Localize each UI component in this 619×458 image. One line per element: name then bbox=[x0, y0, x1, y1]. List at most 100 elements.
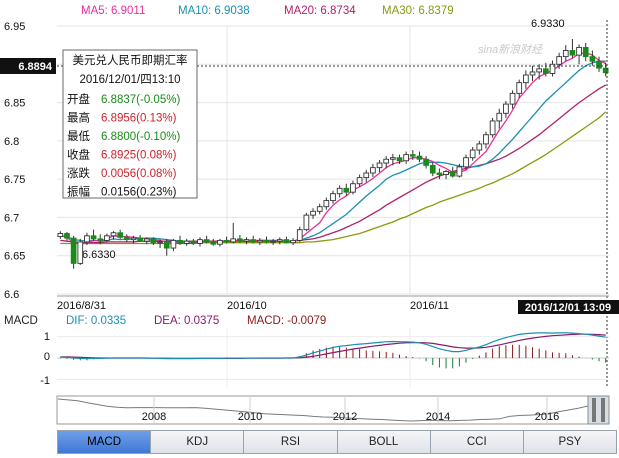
candle-body bbox=[602, 67, 609, 74]
candle-body bbox=[363, 172, 370, 179]
candle bbox=[263, 236, 270, 244]
price-y-tick: 6.7 bbox=[4, 212, 19, 224]
candle bbox=[157, 239, 163, 249]
candle bbox=[223, 236, 230, 244]
navigator-right-grip[interactable] bbox=[601, 398, 605, 422]
candle-body bbox=[343, 187, 350, 193]
candle-body bbox=[110, 232, 117, 237]
candle bbox=[350, 180, 356, 195]
candle bbox=[77, 238, 84, 265]
candle bbox=[562, 45, 569, 62]
candle bbox=[84, 232, 90, 245]
current-price-tag bbox=[0, 58, 56, 74]
candle-body bbox=[390, 157, 396, 160]
candle-body bbox=[576, 46, 582, 56]
tab-rsi[interactable]: RSI bbox=[244, 431, 338, 453]
tab-macd[interactable]: MACD bbox=[58, 431, 152, 453]
dif-legend: DIF: 0.0335 bbox=[66, 315, 126, 327]
navigator-history-line bbox=[57, 398, 589, 422]
candle-body bbox=[150, 238, 157, 244]
dif-line bbox=[60, 332, 606, 360]
candle-body bbox=[503, 103, 509, 114]
candle-body bbox=[90, 235, 97, 240]
candle-body bbox=[436, 172, 443, 175]
tab-cci[interactable]: CCI bbox=[430, 431, 524, 453]
navigator-range-handle[interactable] bbox=[587, 395, 610, 425]
candle-body bbox=[476, 143, 483, 151]
info-row-value: 0.0056(0.08%) bbox=[101, 168, 177, 180]
price-y-tick: 6.65 bbox=[4, 251, 25, 263]
navigator-x-axis: 2008 2010 2012 2014 2016 bbox=[142, 396, 559, 424]
candle bbox=[403, 151, 410, 164]
candle bbox=[210, 238, 217, 246]
candle bbox=[336, 185, 343, 198]
tab-psy[interactable]: PSY bbox=[523, 431, 617, 453]
candle bbox=[57, 231, 64, 239]
candle-body bbox=[356, 177, 363, 185]
cursor-date-tag bbox=[518, 300, 619, 314]
candle-body bbox=[223, 239, 230, 243]
candle bbox=[589, 50, 596, 66]
candle-body bbox=[263, 239, 270, 243]
candle-body bbox=[177, 239, 183, 244]
navigator-year-label: 2016 bbox=[535, 411, 559, 423]
candle-body bbox=[330, 193, 336, 202]
candle-body bbox=[416, 155, 423, 160]
candle bbox=[123, 234, 130, 242]
candle bbox=[343, 183, 350, 196]
candle bbox=[536, 64, 543, 80]
candle-body bbox=[130, 237, 137, 241]
tab-kdj[interactable]: KDJ bbox=[151, 431, 245, 453]
tab-boll[interactable]: BOLL bbox=[337, 431, 431, 453]
candle-body bbox=[423, 158, 429, 166]
info-row-label: 收盘 bbox=[67, 148, 90, 162]
ma30-legend: MA30: 6.8379 bbox=[382, 5, 454, 17]
candle bbox=[396, 154, 403, 164]
candle bbox=[542, 62, 549, 77]
candle bbox=[170, 238, 177, 252]
candle bbox=[523, 70, 529, 89]
candle bbox=[270, 238, 276, 245]
time-navigator[interactable] bbox=[56, 395, 610, 425]
candle-body bbox=[104, 235, 110, 241]
candle-body bbox=[556, 56, 562, 65]
info-box-title: 美元兑人民币即期汇率 bbox=[73, 53, 188, 67]
candle bbox=[197, 237, 203, 247]
candle-body bbox=[303, 214, 310, 231]
candle-body bbox=[70, 237, 77, 264]
candle bbox=[117, 229, 124, 239]
x-tick-label: 2016/11 bbox=[410, 300, 449, 312]
price-y-tick: 6.8 bbox=[4, 136, 19, 148]
navigator-left-grip[interactable] bbox=[592, 398, 596, 422]
candle bbox=[217, 238, 223, 247]
candle bbox=[370, 163, 376, 177]
candle-body bbox=[217, 239, 223, 245]
candle-body bbox=[569, 50, 576, 56]
candle-body bbox=[256, 239, 263, 243]
macd-y-tick: -1 bbox=[40, 375, 50, 387]
candle bbox=[509, 90, 516, 109]
candle-body bbox=[197, 239, 203, 244]
candle bbox=[463, 154, 469, 170]
exchange-rate-chart[interactable]: 6.956.96.856.86.756.76.656.6 MA5: 6.9011… bbox=[0, 0, 619, 430]
dea-legend: DEA: 0.0375 bbox=[154, 315, 219, 327]
candle-body bbox=[203, 239, 210, 243]
candle-body bbox=[496, 112, 503, 122]
candle bbox=[237, 235, 243, 243]
info-row-label: 最高 bbox=[67, 111, 90, 125]
candle-body bbox=[529, 71, 536, 76]
candle bbox=[70, 235, 77, 269]
price-y-tick: 6.85 bbox=[4, 98, 25, 110]
candle-body bbox=[276, 239, 283, 242]
candle bbox=[469, 146, 476, 161]
macd-legend: MACD DIF: 0.0335 DEA: 0.0375 MACD: -0.00… bbox=[4, 315, 326, 327]
candle-body bbox=[296, 229, 303, 241]
candle-body bbox=[443, 171, 449, 175]
candle-body bbox=[536, 68, 543, 73]
candle-body bbox=[243, 239, 250, 242]
candle-body bbox=[409, 154, 416, 157]
ma10-path bbox=[60, 60, 606, 243]
candle bbox=[356, 174, 363, 187]
macd-histogram bbox=[59, 344, 607, 369]
candle-body bbox=[523, 74, 529, 84]
